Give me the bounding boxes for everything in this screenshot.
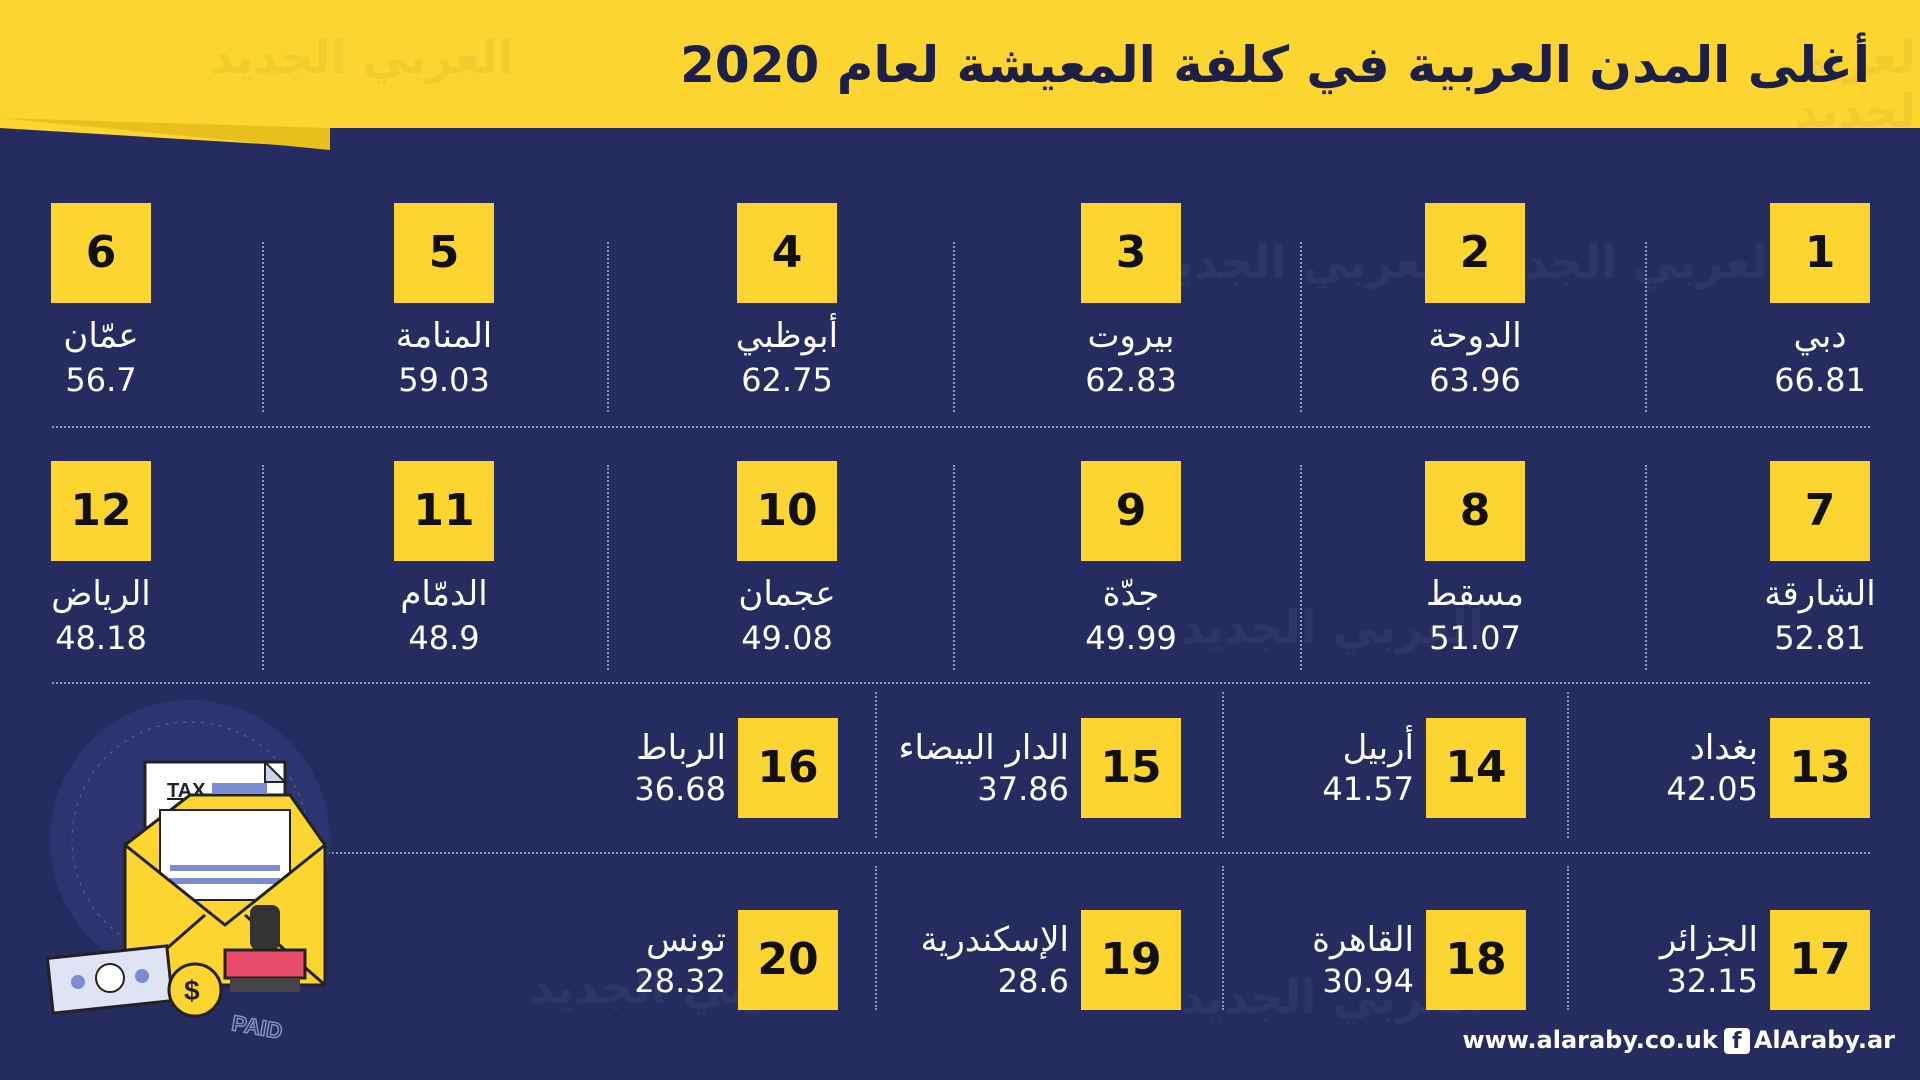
- cost-index-value: 28.32: [634, 962, 726, 1000]
- city-name: الإسكندرية: [920, 920, 1069, 960]
- rank-badge: 17: [1770, 910, 1870, 1010]
- column-divider: [1645, 242, 1647, 412]
- city-name: القاهرة: [1312, 920, 1414, 960]
- rank-badge: 13: [1770, 718, 1870, 818]
- column-divider: [1567, 866, 1569, 1010]
- brand-logo-watermark: العربي الجديد: [210, 30, 514, 84]
- rank-badge: 2: [1425, 203, 1525, 303]
- city-name: بيروت: [1087, 316, 1175, 356]
- cost-index-value: 63.96: [1429, 361, 1521, 399]
- cost-index-value: 37.86: [977, 770, 1069, 808]
- rank-badge: 16: [738, 718, 838, 818]
- cost-index-value: 62.83: [1085, 361, 1177, 399]
- city-name: الدوحة: [1428, 316, 1522, 356]
- cost-index-value: 36.68: [634, 770, 726, 808]
- rank-badge: 20: [738, 910, 838, 1010]
- brand-logo-watermark-4: العربي الجديد: [1180, 600, 1484, 654]
- brand-logo-watermark-3: العربي الجديد: [1150, 235, 1454, 289]
- facebook-icon: f: [1723, 1028, 1750, 1054]
- city-name: الدار البيضاء: [898, 728, 1069, 768]
- rank-badge: 8: [1425, 461, 1525, 561]
- rank-badge: 10: [737, 461, 837, 561]
- city-name: جدّة: [1102, 574, 1160, 614]
- city-name: أربيل: [1342, 728, 1414, 768]
- column-divider: [607, 465, 609, 670]
- city-name: بغداد: [1689, 728, 1758, 768]
- cost-index-value: 49.99: [1085, 619, 1177, 657]
- column-divider: [1300, 242, 1302, 412]
- row-divider: [52, 682, 1870, 684]
- footer: www.alaraby.co.uk f AlAraby.ar: [1462, 1026, 1895, 1066]
- rank-badge: 1: [1770, 203, 1870, 303]
- row-divider: [52, 426, 1870, 428]
- column-divider: [1222, 692, 1224, 838]
- cost-index-value: 48.9: [408, 619, 480, 657]
- cost-index-value: 28.6: [997, 962, 1069, 1000]
- city-name: الدمّام: [400, 574, 488, 614]
- column-divider: [262, 242, 264, 412]
- rank-badge: 3: [1081, 203, 1181, 303]
- rank-badge: 7: [1770, 461, 1870, 561]
- header-band: [0, 0, 1920, 150]
- column-divider: [875, 692, 877, 838]
- rank-badge: 5: [394, 203, 494, 303]
- column-divider: [953, 465, 955, 670]
- rank-badge: 19: [1081, 910, 1181, 1010]
- cost-index-value: 52.81: [1774, 619, 1866, 657]
- column-divider: [1300, 465, 1302, 670]
- column-divider: [1567, 692, 1569, 838]
- rank-badge: 9: [1081, 461, 1181, 561]
- social-handle: AlAraby.ar: [1753, 1026, 1895, 1054]
- city-name: الرياض: [51, 574, 151, 614]
- column-divider: [607, 242, 609, 412]
- city-name: مسقط: [1425, 574, 1524, 614]
- tax-envelope-illustration: TAX $ PAID: [45, 700, 330, 1045]
- cost-index-value: 41.57: [1322, 770, 1414, 808]
- city-name: المنامة: [395, 316, 493, 356]
- cost-index-value: 62.75: [741, 361, 833, 399]
- cost-index-value: 49.08: [741, 619, 833, 657]
- cost-index-value: 30.94: [1322, 962, 1414, 1000]
- column-divider: [262, 465, 264, 670]
- rank-badge: 18: [1426, 910, 1526, 1010]
- row-divider: [52, 852, 1870, 854]
- cost-index-value: 51.07: [1429, 619, 1521, 657]
- dollar-coin-icon: $: [184, 975, 200, 1006]
- rank-badge: 12: [51, 461, 151, 561]
- city-name: الرباط: [636, 728, 726, 768]
- paid-stamp-label: PAID: [230, 1010, 285, 1043]
- cost-index-value: 42.05: [1666, 770, 1758, 808]
- city-name: عجمان: [738, 574, 836, 614]
- city-name: أبوظبي: [735, 316, 839, 356]
- city-name: الجزائر: [1659, 920, 1758, 960]
- cost-index-value: 66.81: [1774, 361, 1866, 399]
- cost-index-value: 59.03: [398, 361, 490, 399]
- brand-logo-watermark-2: العربي الجديد: [1480, 235, 1784, 289]
- rank-badge: 6: [51, 203, 151, 303]
- column-divider: [953, 242, 955, 412]
- rank-badge: 14: [1426, 718, 1526, 818]
- column-divider: [875, 866, 877, 1010]
- city-name: دبي: [1793, 316, 1847, 356]
- cost-index-value: 48.18: [55, 619, 147, 657]
- cost-index-value: 56.7: [65, 361, 137, 399]
- page-title: أغلى المدن العربية في كلفة المعيشة لعام …: [680, 36, 1870, 94]
- rank-badge: 11: [394, 461, 494, 561]
- rank-badge: 4: [737, 203, 837, 303]
- rank-badge: 15: [1081, 718, 1181, 818]
- website-link[interactable]: www.alaraby.co.uk: [1462, 1026, 1718, 1054]
- city-name: الشارقة: [1764, 574, 1876, 614]
- brand-logo-watermark-right: العربي الجديد: [1780, 30, 1920, 138]
- column-divider: [1222, 866, 1224, 1010]
- cost-index-value: 32.15: [1666, 962, 1758, 1000]
- column-divider: [1645, 465, 1647, 670]
- city-name: عمّان: [63, 316, 139, 356]
- city-name: تونس: [646, 920, 726, 960]
